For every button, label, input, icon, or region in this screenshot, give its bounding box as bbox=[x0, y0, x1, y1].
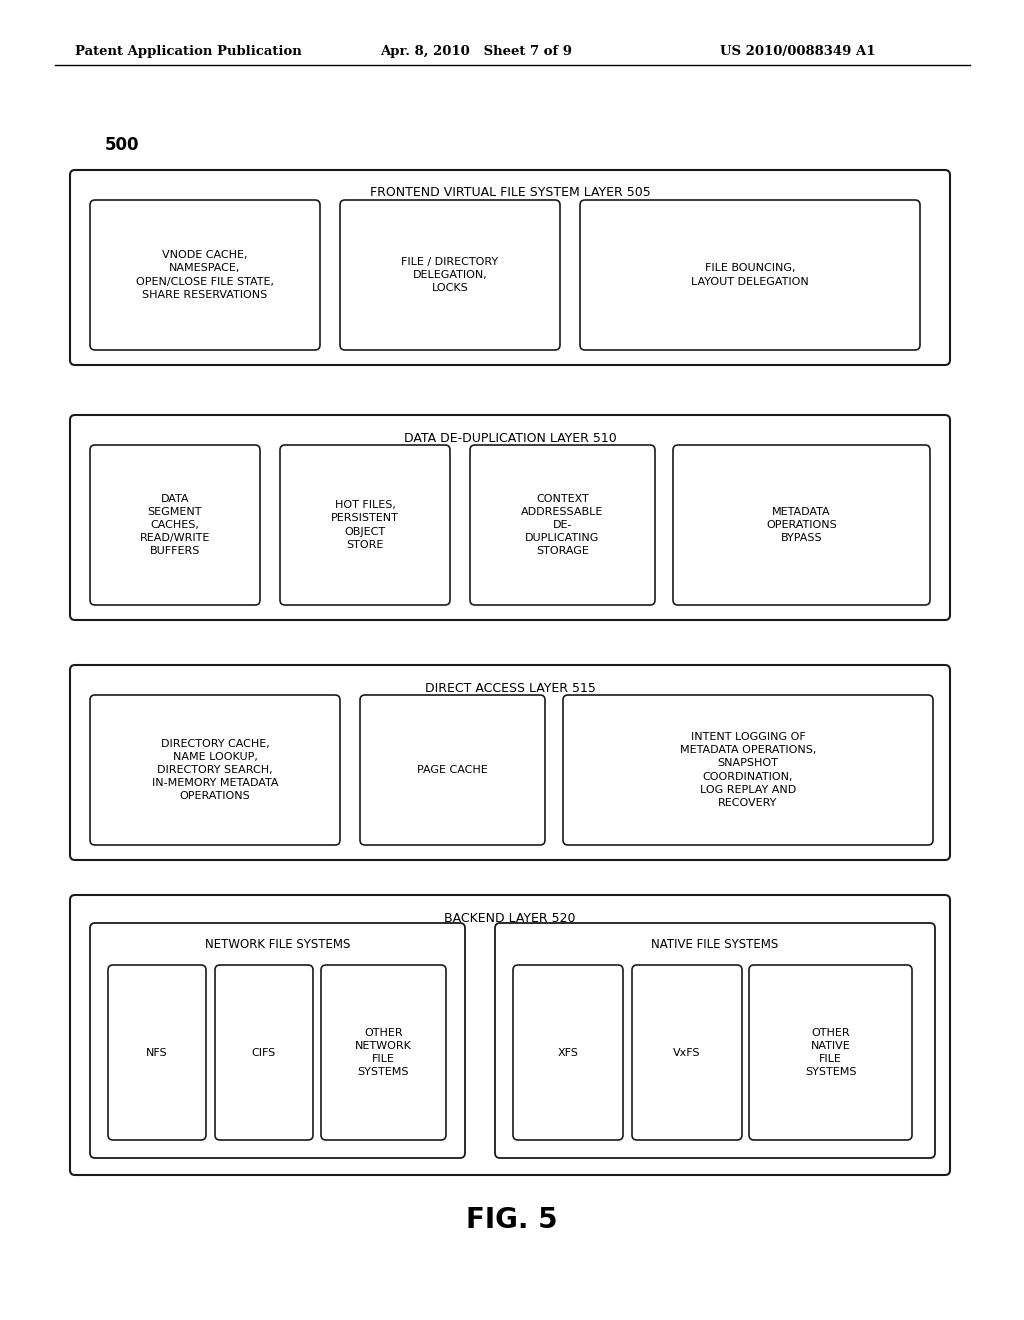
FancyBboxPatch shape bbox=[563, 696, 933, 845]
Text: PAGE CACHE: PAGE CACHE bbox=[417, 766, 487, 775]
FancyBboxPatch shape bbox=[340, 201, 560, 350]
Text: 500: 500 bbox=[105, 136, 139, 154]
FancyBboxPatch shape bbox=[70, 895, 950, 1175]
FancyBboxPatch shape bbox=[90, 445, 260, 605]
FancyBboxPatch shape bbox=[470, 445, 655, 605]
Text: CIFS: CIFS bbox=[252, 1048, 276, 1057]
Text: NFS: NFS bbox=[146, 1048, 168, 1057]
FancyBboxPatch shape bbox=[70, 414, 950, 620]
Text: HOT FILES,
PERSISTENT
OBJECT
STORE: HOT FILES, PERSISTENT OBJECT STORE bbox=[331, 500, 399, 550]
FancyBboxPatch shape bbox=[673, 445, 930, 605]
Text: VxFS: VxFS bbox=[673, 1048, 700, 1057]
Text: CONTEXT
ADDRESSABLE
DE-
DUPLICATING
STORAGE: CONTEXT ADDRESSABLE DE- DUPLICATING STOR… bbox=[521, 494, 604, 557]
FancyBboxPatch shape bbox=[280, 445, 450, 605]
FancyBboxPatch shape bbox=[70, 170, 950, 366]
Text: DIRECT ACCESS LAYER 515: DIRECT ACCESS LAYER 515 bbox=[425, 681, 595, 694]
Text: DIRECTORY CACHE,
NAME LOOKUP,
DIRECTORY SEARCH,
IN-MEMORY METADATA
OPERATIONS: DIRECTORY CACHE, NAME LOOKUP, DIRECTORY … bbox=[152, 739, 279, 801]
Text: DATA
SEGMENT
CACHES,
READ/WRITE
BUFFERS: DATA SEGMENT CACHES, READ/WRITE BUFFERS bbox=[140, 494, 210, 557]
Text: NETWORK FILE SYSTEMS: NETWORK FILE SYSTEMS bbox=[205, 937, 350, 950]
Text: XFS: XFS bbox=[557, 1048, 579, 1057]
Text: FILE BOUNCING,
LAYOUT DELEGATION: FILE BOUNCING, LAYOUT DELEGATION bbox=[691, 264, 809, 286]
FancyBboxPatch shape bbox=[90, 923, 465, 1158]
Text: FILE / DIRECTORY
DELEGATION,
LOCKS: FILE / DIRECTORY DELEGATION, LOCKS bbox=[401, 257, 499, 293]
Text: OTHER
NETWORK
FILE
SYSTEMS: OTHER NETWORK FILE SYSTEMS bbox=[355, 1028, 412, 1077]
FancyBboxPatch shape bbox=[513, 965, 623, 1140]
Text: FIG. 5: FIG. 5 bbox=[466, 1206, 558, 1234]
FancyBboxPatch shape bbox=[360, 696, 545, 845]
Text: NATIVE FILE SYSTEMS: NATIVE FILE SYSTEMS bbox=[651, 937, 778, 950]
Text: OTHER
NATIVE
FILE
SYSTEMS: OTHER NATIVE FILE SYSTEMS bbox=[805, 1028, 856, 1077]
FancyBboxPatch shape bbox=[321, 965, 446, 1140]
Text: DATA DE-DUPLICATION LAYER 510: DATA DE-DUPLICATION LAYER 510 bbox=[403, 432, 616, 445]
FancyBboxPatch shape bbox=[90, 201, 319, 350]
FancyBboxPatch shape bbox=[108, 965, 206, 1140]
FancyBboxPatch shape bbox=[215, 965, 313, 1140]
Text: BACKEND LAYER 520: BACKEND LAYER 520 bbox=[444, 912, 575, 924]
Text: FRONTEND VIRTUAL FILE SYSTEM LAYER 505: FRONTEND VIRTUAL FILE SYSTEM LAYER 505 bbox=[370, 186, 650, 199]
FancyBboxPatch shape bbox=[70, 665, 950, 861]
Text: INTENT LOGGING OF
METADATA OPERATIONS,
SNAPSHOT
COORDINATION,
LOG REPLAY AND
REC: INTENT LOGGING OF METADATA OPERATIONS, S… bbox=[680, 733, 816, 808]
Text: Patent Application Publication: Patent Application Publication bbox=[75, 45, 302, 58]
Text: US 2010/0088349 A1: US 2010/0088349 A1 bbox=[720, 45, 876, 58]
FancyBboxPatch shape bbox=[580, 201, 920, 350]
FancyBboxPatch shape bbox=[90, 696, 340, 845]
Text: VNODE CACHE,
NAMESPACE,
OPEN/CLOSE FILE STATE,
SHARE RESERVATIONS: VNODE CACHE, NAMESPACE, OPEN/CLOSE FILE … bbox=[136, 251, 274, 300]
FancyBboxPatch shape bbox=[749, 965, 912, 1140]
FancyBboxPatch shape bbox=[632, 965, 742, 1140]
Text: METADATA
OPERATIONS
BYPASS: METADATA OPERATIONS BYPASS bbox=[766, 507, 837, 544]
FancyBboxPatch shape bbox=[495, 923, 935, 1158]
Text: Apr. 8, 2010   Sheet 7 of 9: Apr. 8, 2010 Sheet 7 of 9 bbox=[380, 45, 572, 58]
